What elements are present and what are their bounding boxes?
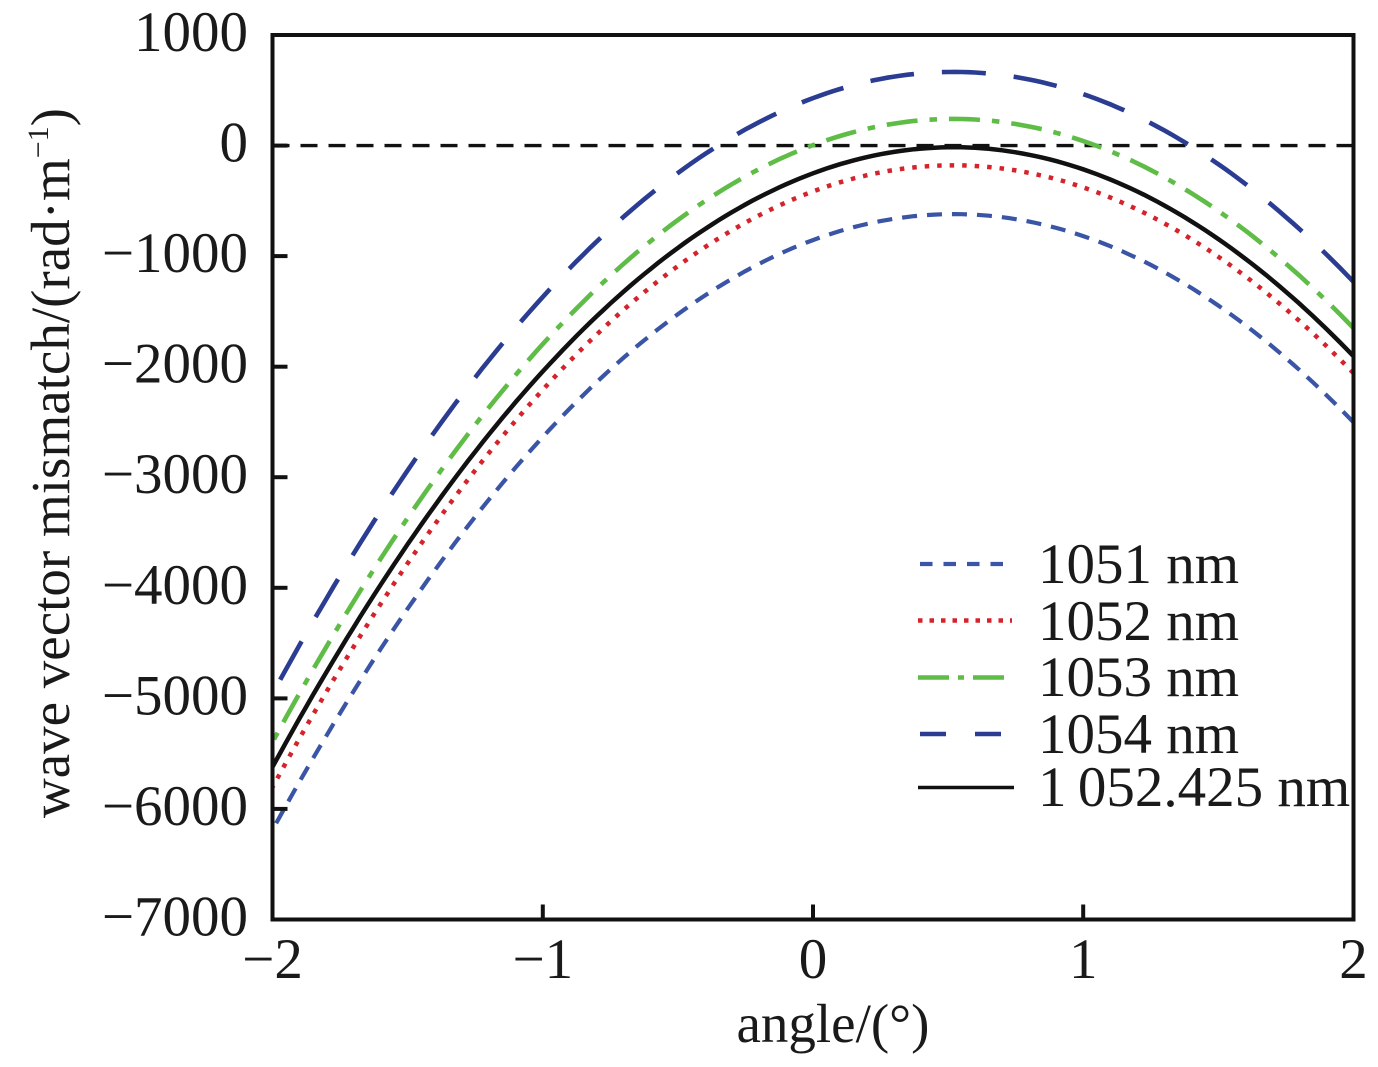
svg-text:1051 nm: 1051 nm xyxy=(1038,533,1239,596)
svg-text:1054 nm: 1054 nm xyxy=(1038,703,1239,766)
svg-text:1052 nm: 1052 nm xyxy=(1038,590,1239,653)
svg-text:2: 2 xyxy=(1339,928,1368,991)
svg-text:−2: −2 xyxy=(242,928,303,991)
svg-text:1000: 1000 xyxy=(134,1,248,64)
svg-text:−1000: −1000 xyxy=(102,222,248,285)
svg-text:0: 0 xyxy=(220,112,249,175)
svg-text:−1: −1 xyxy=(512,928,573,991)
svg-text:−3000: −3000 xyxy=(102,443,248,506)
svg-text:wave vector mismatch/(rad·m−1): wave vector mismatch/(rad·m−1) xyxy=(20,108,81,818)
svg-text:0: 0 xyxy=(799,928,828,991)
svg-text:1 052.425 nm: 1 052.425 nm xyxy=(1038,756,1350,819)
svg-text:−2000: −2000 xyxy=(102,333,248,396)
svg-text:1053 nm: 1053 nm xyxy=(1038,646,1239,709)
svg-text:−6000: −6000 xyxy=(102,775,248,838)
svg-text:angle/(°): angle/(°) xyxy=(736,993,929,1054)
svg-text:−7000: −7000 xyxy=(102,886,248,949)
svg-text:−4000: −4000 xyxy=(102,554,248,617)
svg-text:1: 1 xyxy=(1069,928,1098,991)
svg-text:−5000: −5000 xyxy=(102,664,248,727)
